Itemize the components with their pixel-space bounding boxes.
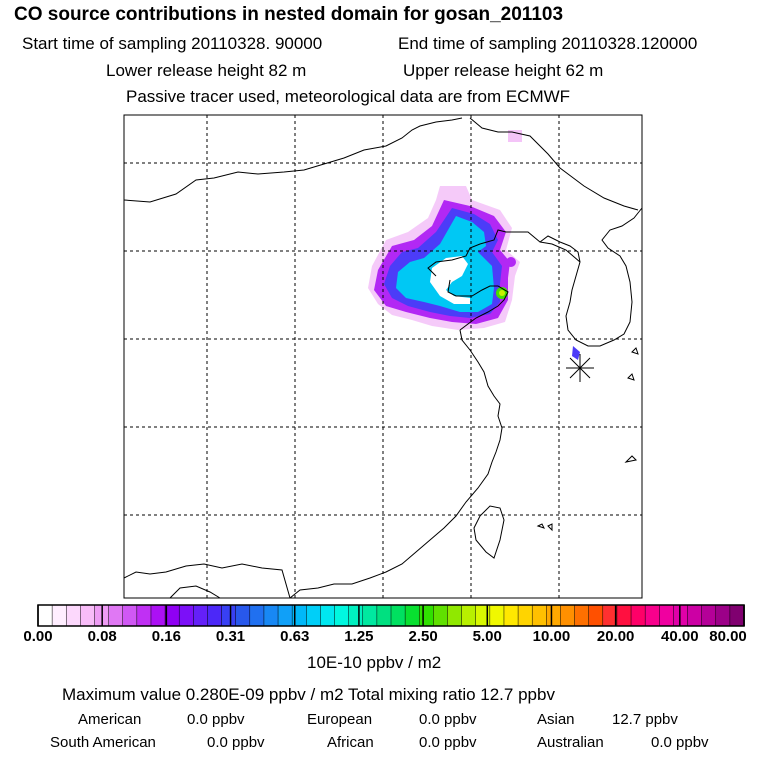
colorbar-tick-label: 40.00 bbox=[661, 628, 699, 645]
source-value-american: 0.0 ppbv bbox=[187, 711, 245, 728]
colorbar-tick-label: 0.63 bbox=[280, 628, 310, 645]
source-name-south-american: South American bbox=[50, 734, 156, 751]
source-name-american: American bbox=[78, 711, 142, 728]
colorbar-cell bbox=[136, 604, 152, 627]
colorbar-cell bbox=[65, 604, 82, 627]
source-name-asian: Asian bbox=[537, 711, 575, 728]
colorbar-cell bbox=[433, 604, 449, 627]
end-time-label: End time of sampling 20110328.120000 bbox=[398, 34, 698, 53]
colorbar-tick-label: 10.00 bbox=[532, 628, 571, 645]
colorbar-cell bbox=[630, 604, 646, 627]
chart-title: CO source contributions in nested domain… bbox=[14, 4, 564, 25]
colorbar-cell bbox=[517, 604, 533, 627]
colorbar-cell bbox=[489, 604, 505, 627]
colorbar-cell bbox=[475, 604, 491, 627]
source-value-asian: 12.7 ppbv bbox=[612, 711, 678, 728]
colorbar-cell bbox=[221, 604, 237, 627]
colorbar-cell bbox=[249, 604, 265, 627]
colorbar-cell bbox=[461, 604, 477, 627]
source-value-australian: 0.0 ppbv bbox=[651, 734, 709, 751]
colorbar-tick-label: 20.00 bbox=[596, 628, 635, 645]
lower-release-label: Lower release height 82 m bbox=[106, 61, 307, 80]
lat-lon-grid bbox=[124, 115, 642, 598]
near-receptor-patch bbox=[572, 346, 580, 360]
colorbar-cell bbox=[418, 604, 435, 627]
colorbar-cell bbox=[659, 604, 675, 627]
colorbar-cell bbox=[80, 604, 96, 627]
colorbar-cell bbox=[447, 604, 463, 627]
colorbar-cell bbox=[616, 604, 632, 627]
colorbar-tick-label: 80.00 bbox=[709, 628, 747, 645]
colorbar-cell bbox=[207, 604, 223, 627]
receptor-marker bbox=[566, 354, 594, 382]
colorbar-cell bbox=[390, 604, 406, 627]
source-value-african: 0.0 ppbv bbox=[419, 734, 477, 751]
colorbar-cell bbox=[334, 604, 350, 627]
colorbar-frame bbox=[37, 604, 745, 627]
colorbar-cell bbox=[263, 604, 279, 627]
start-time-label: Start time of sampling 20110328. 90000 bbox=[22, 34, 323, 53]
colorbar-units: 10E-10 ppbv / m2 bbox=[307, 653, 442, 672]
colorbar-cell bbox=[673, 604, 689, 627]
colorbar-cell bbox=[51, 604, 67, 627]
colorbar bbox=[37, 604, 745, 627]
colorbar-cell bbox=[546, 604, 562, 627]
tracer-note: Passive tracer used, meteorological data… bbox=[126, 87, 571, 106]
colorbar-cell bbox=[362, 604, 378, 627]
source-name-african: African bbox=[327, 734, 374, 751]
colorbar-tick-label: 5.00 bbox=[472, 628, 502, 645]
colorbar-tick-label: 0.16 bbox=[151, 628, 181, 645]
colorbar-cell bbox=[150, 604, 166, 627]
colorbar-cell bbox=[588, 604, 604, 627]
small-plume bbox=[506, 257, 516, 267]
max-value-line: Maximum value 0.280E-09 ppbv / m2 Total … bbox=[62, 685, 555, 704]
coastlines bbox=[123, 117, 643, 599]
plume-hotspot-core bbox=[499, 290, 505, 296]
colorbar-cell bbox=[164, 604, 180, 627]
colorbar-cell bbox=[404, 604, 420, 627]
colorbar-cell bbox=[306, 604, 322, 627]
upper-release-label: Upper release height 62 m bbox=[403, 61, 604, 80]
colorbar-cell bbox=[178, 604, 195, 627]
colorbar-cell bbox=[376, 604, 392, 627]
colorbar-cell bbox=[320, 604, 336, 627]
colorbar-tick-label: 2.50 bbox=[408, 628, 438, 645]
colorbar-cell bbox=[644, 604, 661, 627]
colorbar-cell bbox=[37, 604, 53, 627]
colorbar-cell bbox=[193, 604, 209, 627]
colorbar-cell bbox=[348, 604, 364, 627]
colorbar-cell bbox=[503, 604, 519, 627]
colorbar-cell bbox=[531, 604, 548, 627]
colorbar-tick-label: 0.00 bbox=[23, 628, 53, 645]
source-name-australian: Australian bbox=[537, 734, 604, 751]
colorbar-cell bbox=[715, 604, 731, 627]
colorbar-cell bbox=[560, 604, 576, 627]
colorbar-cell bbox=[277, 604, 293, 627]
colorbar-cell bbox=[108, 604, 124, 627]
colorbar-tick-label: 0.08 bbox=[87, 628, 117, 645]
colorbar-cell bbox=[235, 604, 251, 627]
colorbar-cell bbox=[701, 604, 717, 627]
colorbar-tick-label: 1.25 bbox=[344, 628, 374, 645]
colorbar-cell bbox=[729, 604, 745, 627]
colorbar-cell bbox=[122, 604, 138, 627]
source-value-european: 0.0 ppbv bbox=[419, 711, 477, 728]
colorbar-tick-label: 0.31 bbox=[215, 628, 246, 645]
plume-field bbox=[368, 130, 580, 360]
source-name-european: European bbox=[307, 711, 373, 728]
colorbar-cell bbox=[687, 604, 703, 627]
colorbar-cell bbox=[574, 604, 590, 627]
source-value-south-american: 0.0 ppbv bbox=[207, 734, 265, 751]
